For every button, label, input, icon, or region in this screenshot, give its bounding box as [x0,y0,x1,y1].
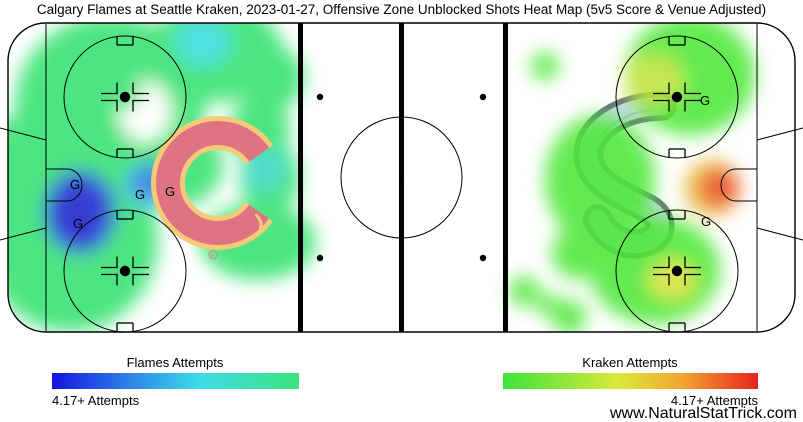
svg-text:4.17+ Attempts: 4.17+ Attempts [52,393,140,408]
svg-text:Flames Attempts: Flames Attempts [127,355,224,370]
svg-text:www.NaturalStatTrick.com: www.NaturalStatTrick.com [609,405,797,422]
svg-text:Kraken Attempts: Kraken Attempts [582,355,678,370]
